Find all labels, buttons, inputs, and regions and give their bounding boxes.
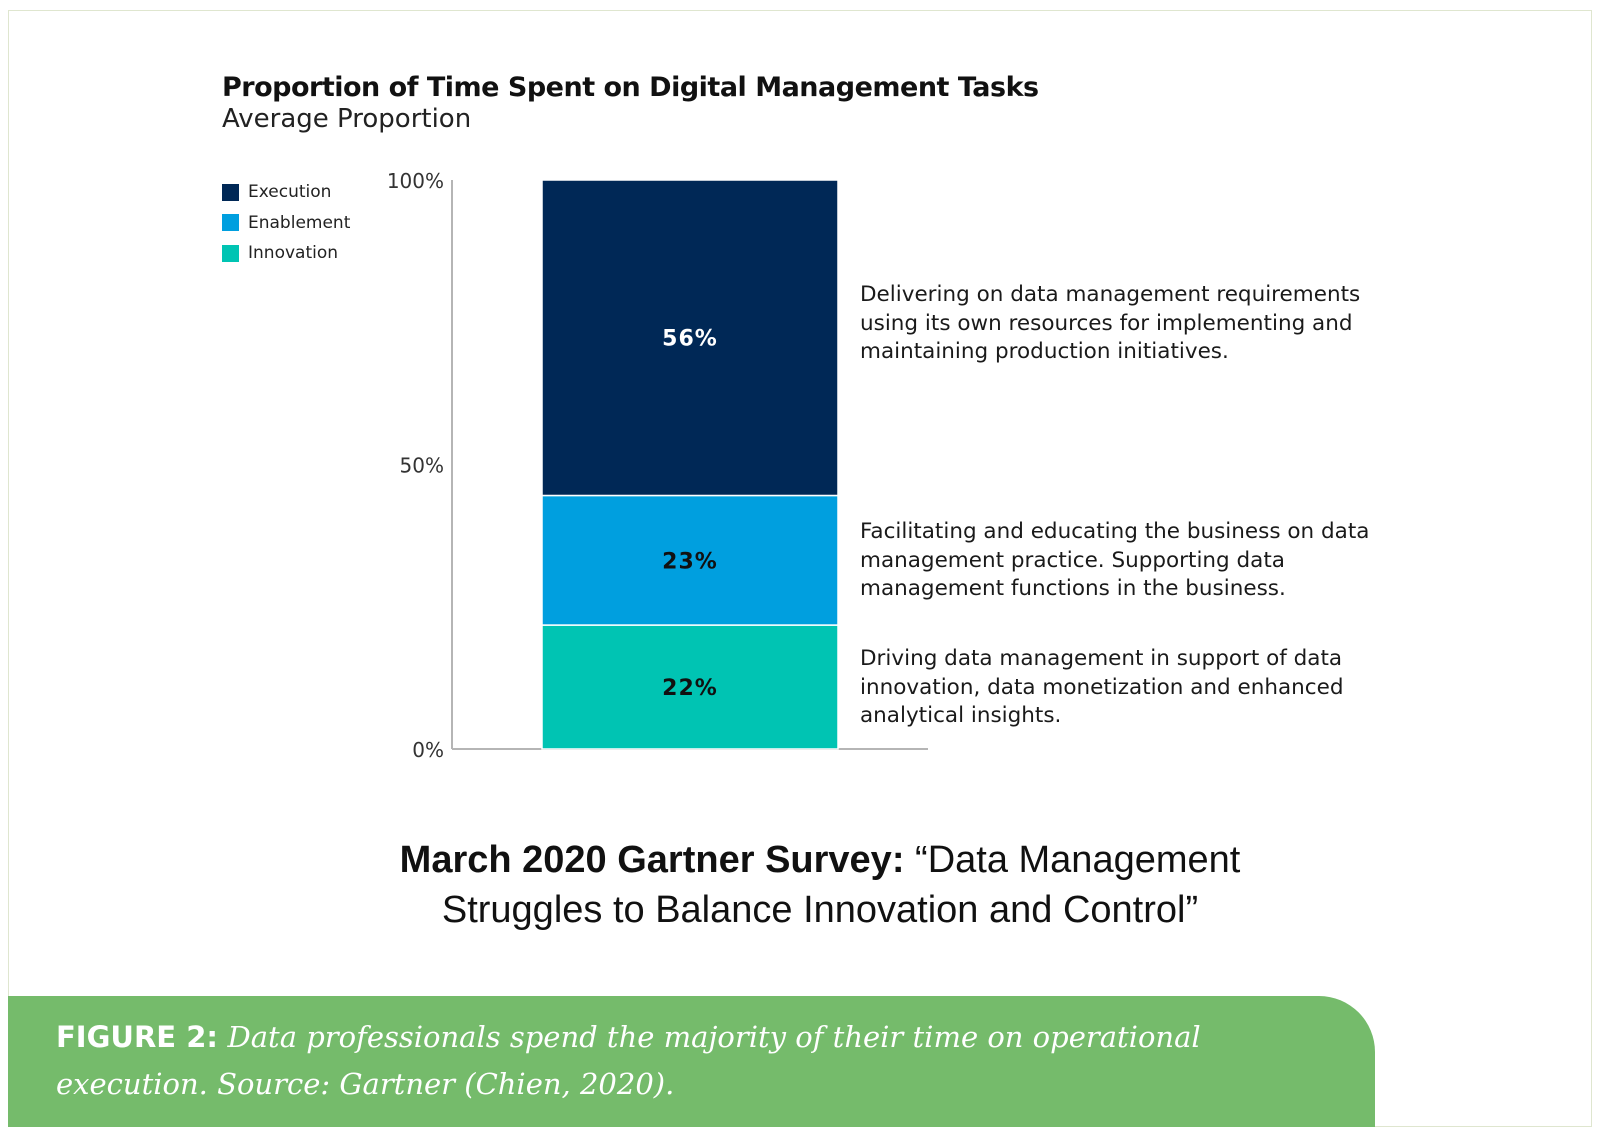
legend-item-enablement: Enablement (222, 208, 350, 239)
legend-item-execution: Execution (222, 177, 350, 208)
figure-caption: FIGURE 2: Data professionals spend the m… (56, 1014, 1356, 1108)
figure-caption-text: Data professionals spend the majority of… (56, 1020, 1201, 1101)
legend-item-innovation: Innovation (222, 238, 350, 269)
data-label-innovation: 22% (662, 676, 718, 701)
y-tick-label: 100% (387, 169, 444, 193)
annotation-enablement: Facilitating and educating the business … (860, 519, 1370, 601)
data-label-execution: 56% (662, 327, 718, 352)
chart-title: Proportion of Time Spent on Digital Mana… (222, 72, 1039, 103)
legend-swatch-execution (222, 183, 239, 201)
chart-legend: Execution Enablement Innovation (222, 177, 350, 269)
legend-label-enablement: Enablement (248, 212, 351, 233)
annotation-execution: Delivering on data management requiremen… (860, 282, 1361, 364)
survey-caption-rest: “Data Management Struggles to Balance In… (441, 839, 1241, 931)
legend-swatch-innovation (222, 244, 239, 262)
figure-caption-bar: FIGURE 2: Data professionals spend the m… (8, 996, 1375, 1127)
survey-caption: March 2020 Gartner Survey: “Data Managem… (340, 835, 1300, 935)
y-tick-label: 50% (400, 454, 444, 478)
legend-swatch-enablement (222, 214, 239, 232)
y-tick-label: 0% (412, 738, 444, 762)
legend-label-execution: Execution (248, 182, 332, 203)
annotation-innovation: Driving data management in support of da… (860, 646, 1344, 728)
figure-label: FIGURE 2: (56, 1020, 218, 1054)
data-label-enablement: 23% (662, 549, 718, 574)
bar-segment-execution (541, 179, 839, 497)
chart-subtitle: Average Proportion (222, 104, 472, 134)
bar-segment-innovation (541, 624, 839, 750)
bar-segment-enablement (541, 494, 839, 626)
legend-label-innovation: Innovation (248, 243, 339, 264)
survey-caption-bold: March 2020 Gartner Survey: (399, 839, 905, 881)
